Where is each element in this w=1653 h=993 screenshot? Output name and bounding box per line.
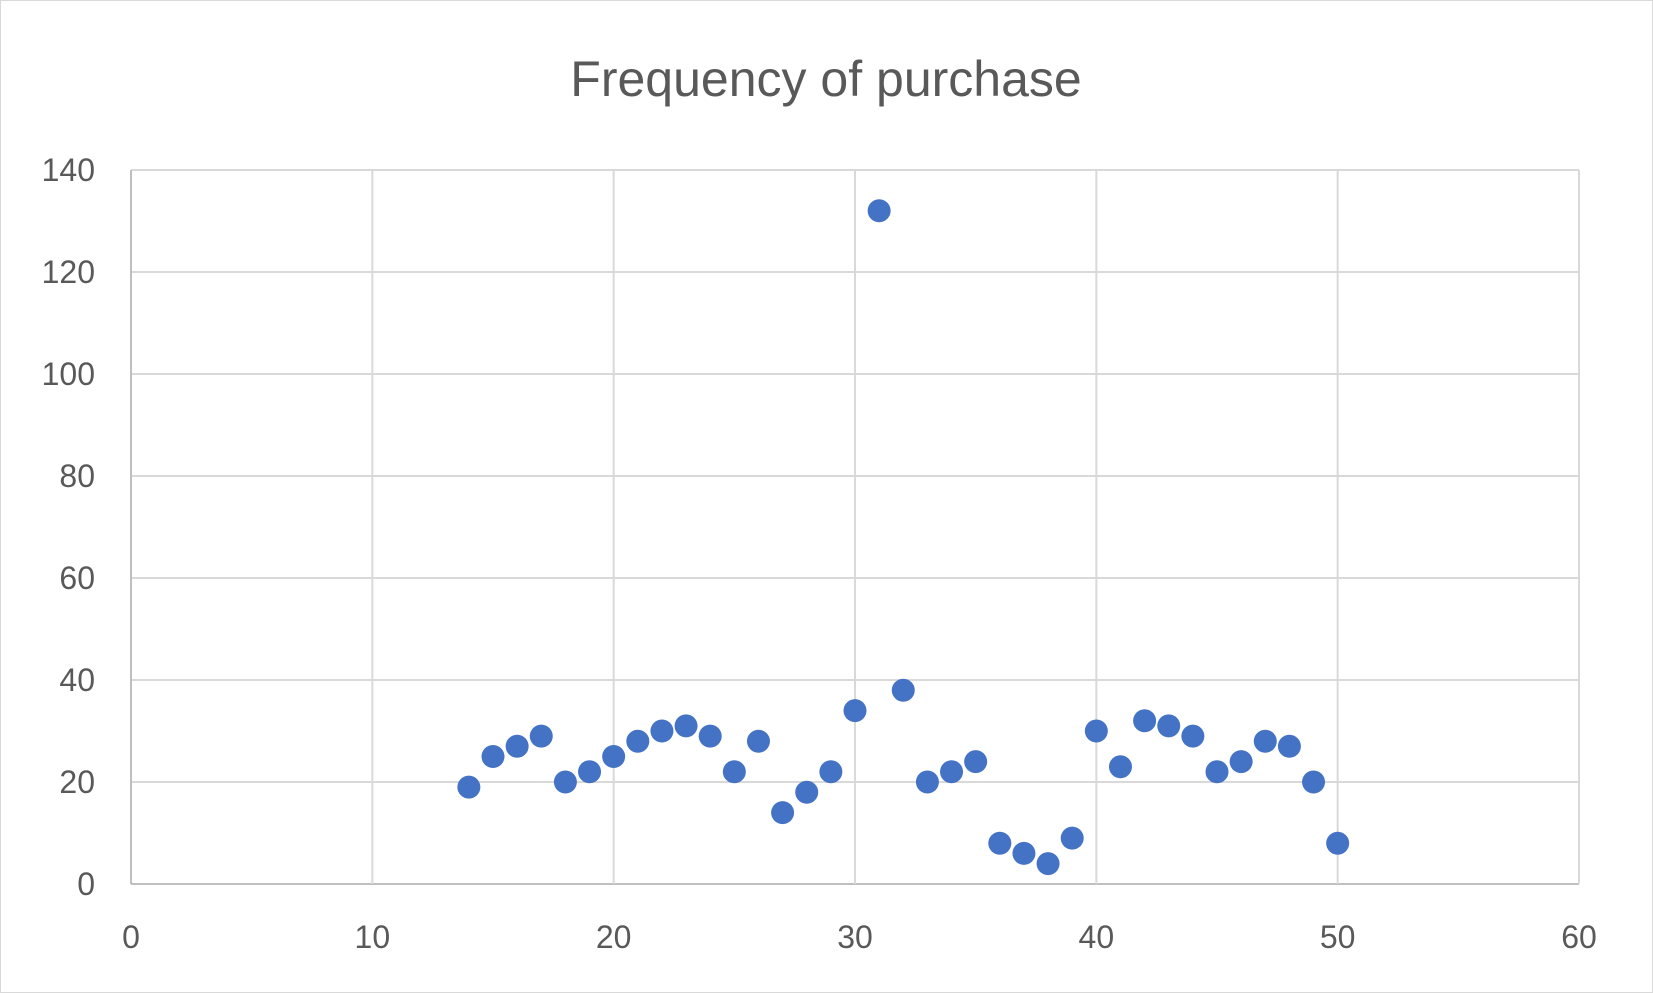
- data-point: [964, 750, 988, 774]
- x-tick-label: 60: [1561, 919, 1597, 955]
- x-tick-label: 20: [596, 919, 632, 955]
- data-point: [795, 780, 819, 804]
- data-point: [674, 714, 698, 738]
- data-point: [626, 729, 650, 753]
- data-point: [819, 760, 843, 784]
- data-point: [1060, 826, 1084, 850]
- data-point: [1277, 734, 1301, 758]
- data-point: [1326, 831, 1350, 855]
- data-point: [1253, 729, 1277, 753]
- data-point: [1302, 770, 1326, 794]
- data-point: [1133, 709, 1157, 733]
- data-point: [891, 678, 915, 702]
- y-tick-label: 0: [77, 866, 95, 902]
- data-point: [867, 199, 891, 223]
- data-point: [529, 724, 553, 748]
- data-point: [1012, 841, 1036, 865]
- data-point: [698, 724, 722, 748]
- x-tick-label: 0: [122, 919, 140, 955]
- y-tick-label: 80: [59, 458, 95, 494]
- data-point: [1181, 724, 1205, 748]
- data-point: [771, 801, 795, 825]
- gridlines: [130, 169, 1580, 885]
- y-tick-label: 140: [42, 152, 95, 188]
- y-tick-label: 120: [42, 254, 95, 290]
- data-point: [1036, 852, 1060, 876]
- data-point: [915, 770, 939, 794]
- x-tick-label: 10: [355, 919, 391, 955]
- data-point: [722, 760, 746, 784]
- data-point: [843, 699, 867, 723]
- data-point: [457, 775, 481, 799]
- y-tick-label: 60: [59, 560, 95, 596]
- data-point: [940, 760, 964, 784]
- data-point: [1157, 714, 1181, 738]
- data-point: [1229, 750, 1253, 774]
- data-point: [746, 729, 770, 753]
- data-point: [650, 719, 674, 743]
- data-point: [578, 760, 602, 784]
- x-tick-label: 50: [1320, 919, 1356, 955]
- x-axis-ticks: 0 10 20 30 40 50 60: [122, 919, 1597, 955]
- x-tick-label: 40: [1079, 919, 1115, 955]
- y-tick-label: 40: [59, 662, 95, 698]
- x-tick-label: 30: [837, 919, 873, 955]
- y-tick-label: 20: [59, 764, 95, 800]
- data-point: [505, 734, 529, 758]
- y-tick-label: 100: [42, 356, 95, 392]
- data-point: [553, 770, 577, 794]
- data-point: [1205, 760, 1229, 784]
- data-point: [1084, 719, 1108, 743]
- data-points: [457, 199, 1350, 876]
- data-point: [1108, 755, 1132, 779]
- y-axis-ticks: 0 20 40 60 80 100 120 140: [42, 152, 95, 902]
- data-point: [481, 745, 505, 768]
- data-point: [602, 745, 626, 768]
- chart-title: Frequency of purchase: [570, 51, 1081, 107]
- data-point: [988, 831, 1012, 855]
